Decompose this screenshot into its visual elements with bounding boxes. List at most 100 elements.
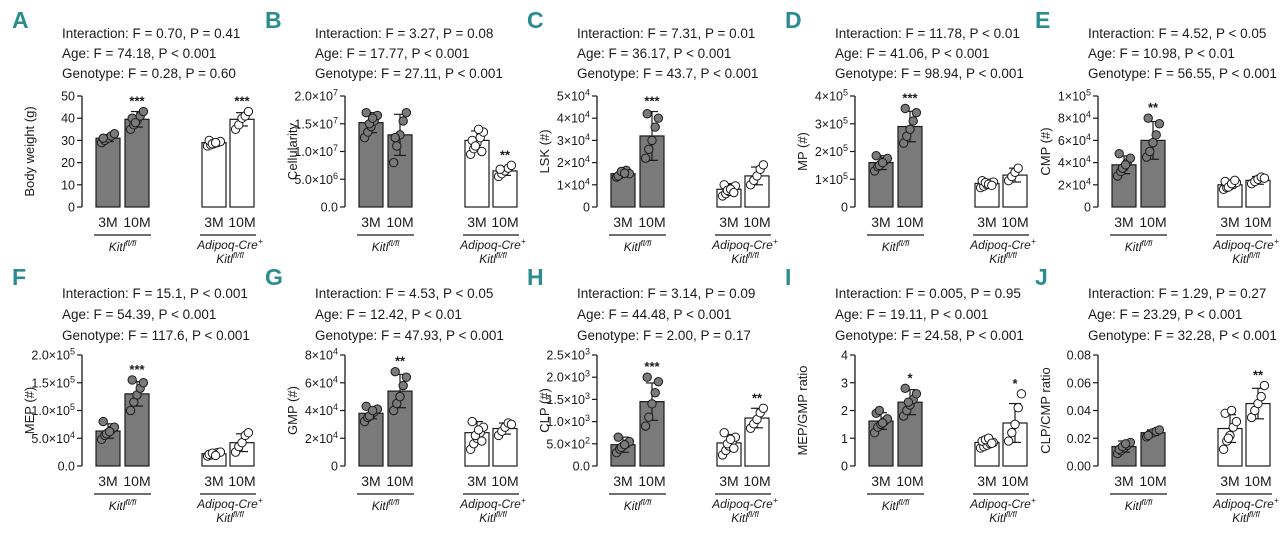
group-label-kitl-2: Kitlfl/fl (989, 509, 1018, 525)
panel-label: E (1035, 7, 1050, 33)
y-tick-exponent: 5 (70, 347, 75, 357)
y-tick-label: 4×104 (1058, 154, 1091, 170)
x-category-label: 3M (467, 214, 486, 230)
data-point (725, 434, 736, 445)
y-tick-label: 40 (61, 112, 75, 126)
y-tick-label: 0.04 (1067, 404, 1091, 418)
data-point (1151, 130, 1161, 140)
group-label-kitl: Kitlfl/fl (109, 497, 138, 513)
x-category-label: 10M (638, 473, 665, 489)
group-label-kitl-2: Kitlfl/fl (216, 250, 245, 266)
y-tick-label: 1.5×107 (294, 115, 338, 131)
y-tick-exponent: 4 (585, 132, 590, 142)
data-point (877, 418, 888, 428)
x-category-label: 3M (361, 214, 380, 230)
group-label-adipoq-cre: Adipoq-Cre+ (196, 495, 263, 511)
data-point (506, 419, 517, 430)
data-point (1154, 119, 1165, 129)
data-point (1231, 416, 1242, 427)
significance-label: * (1012, 376, 1018, 391)
data-point (467, 416, 477, 427)
data-point (900, 103, 910, 114)
data-point (647, 135, 657, 146)
anova-stat-line: Interaction: F = 7.31, P = 0.01 (577, 26, 755, 41)
group-label-kitl-2: Kitlfl/fl (479, 250, 508, 266)
significance-label: *** (234, 94, 250, 109)
y-tick-mantissa: 5.0×10 (546, 437, 585, 451)
data-point (1010, 419, 1020, 430)
data-point (1013, 163, 1023, 173)
y-tick-label: 2×104 (1058, 176, 1091, 192)
y-tick-mantissa: 6×10 (1058, 134, 1086, 148)
x-category-label: 10M (1001, 473, 1028, 489)
y-tick-label: 1.5×103 (546, 391, 590, 407)
y-tick-label: 0 (1084, 201, 1091, 215)
significance-label: ** (395, 354, 406, 369)
y-tick-exponent: 6 (333, 171, 338, 181)
group-label-adipoq-cre-sup: + (258, 236, 263, 246)
anova-stat-line: Age: F = 23.29, P < 0.001 (1088, 307, 1242, 322)
group-label-kitl-2-sup: fl/fl (1249, 250, 1261, 260)
y-tick-exponent: 4 (333, 430, 338, 440)
x-category-label: 3M (977, 214, 996, 230)
anova-stat-line: Genotype: F = 24.58, P < 0.001 (835, 328, 1024, 343)
y-tick-mantissa: 5×10 (557, 90, 585, 104)
panel-g: G Interaction: F = 4.53, P < 0.05 Age: F =… (265, 264, 526, 525)
group-label-adipoq-cre-sup: + (1274, 495, 1279, 505)
y-tick-mantissa: 5.0×10 (294, 173, 333, 187)
data-point (495, 164, 505, 174)
group-label-kitl-2-sup: fl/fl (496, 509, 508, 519)
y-tick-label: 0.02 (1067, 432, 1091, 446)
group-label-kitl-2-sup: fl/fl (748, 509, 760, 519)
y-tick-exponent: 4 (1086, 154, 1091, 164)
panel-j: J Interaction: F = 1.29, P = 0.27 Age: F =… (1035, 264, 1279, 525)
significance-label: *** (129, 94, 145, 109)
data-point (395, 391, 405, 402)
data-point (210, 450, 221, 461)
data-point (1003, 436, 1014, 446)
data-point (1259, 173, 1270, 183)
y-tick-label: 4×105 (815, 88, 848, 104)
group-label-adipoq-cre: Adipoq-Cre+ (711, 236, 778, 252)
data-point (1223, 433, 1234, 443)
y-tick-label: 0 (68, 201, 75, 215)
group-label-adipoq-cre-sup: + (521, 236, 526, 246)
y-tick-exponent: 5 (1086, 88, 1091, 98)
x-category-label: 10M (386, 214, 413, 230)
y-axis-label: MEP (#) (22, 387, 37, 434)
y-tick-exponent: 4 (333, 374, 338, 384)
group-label-kitl: Kitlfl/fl (1125, 497, 1154, 513)
y-tick-label: 0.0 (321, 201, 338, 215)
y-tick-label: 1.0×105 (31, 402, 75, 418)
data-point (243, 428, 254, 438)
data-point (1259, 380, 1270, 391)
group-label-kitl-2-main: Kitl (216, 252, 233, 266)
y-tick-label: 1.0×103 (546, 413, 590, 429)
y-tick-mantissa: 0 (841, 201, 848, 215)
group-label-kitl: Kitlfl/fl (624, 497, 653, 513)
group-label-kitl: Kitlfl/fl (109, 238, 138, 254)
group-label-kitl-2-sup: fl/fl (1006, 509, 1018, 519)
y-tick-exponent: 4 (585, 154, 590, 164)
y-tick-exponent: 5 (70, 374, 75, 384)
group-label-kitl: Kitlfl/fl (882, 238, 911, 254)
data-point (210, 137, 221, 148)
group-label-kitl-sup: fl/fl (388, 497, 400, 507)
x-category-label: 10M (1244, 214, 1271, 230)
anova-stat-line: Genotype: F = 98.94, P < 0.001 (835, 66, 1024, 81)
y-axis-label: Body weight (g) (22, 106, 37, 196)
data-point (650, 388, 660, 398)
y-tick-label: 2.5×103 (546, 347, 590, 363)
group-label-kitl-2-main: Kitl (1232, 252, 1249, 266)
data-point (470, 141, 481, 151)
x-category-label: 3M (719, 214, 738, 230)
y-tick-exponent: 5 (843, 143, 848, 153)
y-tick-exponent: 3 (585, 347, 590, 357)
significance-label: *** (902, 90, 918, 105)
group-label-kitl-sup: fl/fl (898, 497, 910, 507)
y-tick-label: 2×104 (305, 430, 338, 446)
significance-label: *** (129, 362, 145, 377)
bar (229, 118, 255, 208)
group-label-kitl: Kitlfl/fl (624, 238, 653, 254)
group-label-kitl-sup: fl/fl (1141, 238, 1153, 248)
